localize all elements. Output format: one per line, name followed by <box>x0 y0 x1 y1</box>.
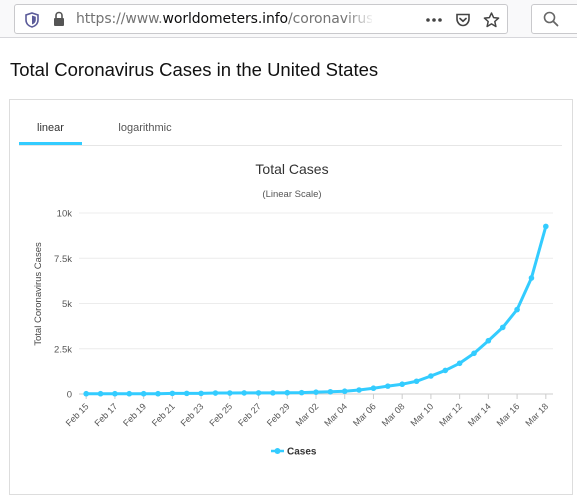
data-point[interactable] <box>183 390 190 397</box>
page-title: Total Coronavirus Cases in the United St… <box>10 59 379 80</box>
bookmark-star-icon[interactable] <box>480 10 502 30</box>
page-actions-icon[interactable] <box>423 10 445 30</box>
y-axis-ticks: 0 2.5k 5k 7.5k 10k <box>54 209 72 401</box>
active-tab-indicator <box>19 142 82 145</box>
data-point[interactable] <box>543 223 549 230</box>
data-point[interactable] <box>327 388 334 395</box>
y-tick-label: 5k <box>62 299 72 310</box>
x-tick-label: Feb 15 <box>64 401 91 428</box>
data-point[interactable] <box>212 390 219 396</box>
y-axis-label: Total Coronavirus Cases <box>33 242 44 346</box>
data-point[interactable] <box>270 390 276 396</box>
series-points <box>83 223 549 397</box>
legend-marker <box>274 448 281 454</box>
x-tick-label: Mar 06 <box>351 401 378 428</box>
url-text[interactable]: https://www.worldometers.info/coronaviru… <box>76 11 372 27</box>
search-box[interactable] <box>531 4 577 34</box>
data-point[interactable] <box>227 390 233 396</box>
tab-linear[interactable]: linear <box>37 122 64 134</box>
x-tick-label: Mar 18 <box>523 401 550 428</box>
search-icon <box>543 11 559 27</box>
x-tick-label: Mar 08 <box>380 401 407 428</box>
total-cases-chart: Total Cases (Linear Scale) Total Coronav… <box>33 161 553 458</box>
x-tick-label: Mar 02 <box>294 401 321 428</box>
chart-title: Total Cases <box>255 161 328 177</box>
tab-logarithmic[interactable]: logarithmic <box>118 122 172 134</box>
data-point[interactable] <box>126 390 133 397</box>
lock-icon[interactable] <box>53 11 65 32</box>
data-point[interactable] <box>83 390 89 397</box>
data-point[interactable] <box>341 388 348 395</box>
url-fade <box>345 8 375 30</box>
data-point[interactable] <box>284 389 291 396</box>
data-point[interactable] <box>155 390 161 397</box>
data-point[interactable] <box>97 390 104 397</box>
browser-toolbar: https://www.worldometers.info/coronaviru… <box>0 0 577 38</box>
data-point[interactable] <box>514 306 520 313</box>
x-tick-label: Feb 21 <box>150 401 177 428</box>
data-point[interactable] <box>370 385 377 392</box>
data-point[interactable] <box>471 350 477 357</box>
data-point[interactable] <box>241 390 247 396</box>
data-point[interactable] <box>198 390 204 397</box>
tracking-shield-icon[interactable] <box>25 12 39 33</box>
data-point[interactable] <box>428 373 434 379</box>
data-point[interactable] <box>456 360 463 367</box>
data-point[interactable] <box>385 383 391 389</box>
data-point[interactable] <box>356 387 362 393</box>
chart-panel: linear logarithmic Total Cases (Linear S… <box>9 99 573 495</box>
data-point[interactable] <box>399 381 405 388</box>
series-line-cases <box>84 224 548 396</box>
url-prefix: https://www. <box>76 11 163 27</box>
x-tick-label: Feb 29 <box>265 401 292 428</box>
grid <box>79 212 553 395</box>
x-tick-label: Feb 23 <box>179 401 206 428</box>
x-tick-label: Mar 12 <box>437 401 464 428</box>
url-host: worldometers.info <box>162 11 289 27</box>
y-tick-label: 7.5k <box>54 254 72 265</box>
x-tick-label: Feb 27 <box>236 401 263 428</box>
data-point[interactable] <box>313 389 319 395</box>
x-tick-label: Feb 25 <box>207 401 234 428</box>
data-point[interactable] <box>442 367 449 374</box>
y-tick-label: 0 <box>67 390 72 401</box>
data-point[interactable] <box>255 390 262 396</box>
data-point[interactable] <box>298 389 305 396</box>
x-tick-label: Mar 10 <box>408 401 435 428</box>
x-axis-ticks: Feb 15 Feb 17 Feb 19 Feb 21 Feb 23 Feb 25 Feb … <box>64 394 550 428</box>
x-tick-label: Feb 19 <box>121 401 148 428</box>
x-tick-label: Feb 17 <box>92 401 119 428</box>
data-point[interactable] <box>413 378 420 385</box>
data-point[interactable] <box>112 390 118 397</box>
pocket-icon[interactable] <box>452 10 474 30</box>
data-point[interactable] <box>485 337 492 344</box>
data-point[interactable] <box>528 275 535 281</box>
x-tick-label: Mar 04 <box>322 401 349 428</box>
x-tick-label: Mar 14 <box>466 401 493 428</box>
y-tick-label: 2.5k <box>54 344 72 355</box>
x-tick-label: Mar 16 <box>495 401 522 428</box>
chart-subtitle: (Linear Scale) <box>262 189 321 200</box>
address-bar[interactable]: https://www.worldometers.info/coronaviru… <box>14 4 508 34</box>
legend-label-cases[interactable]: Cases <box>287 447 317 458</box>
data-point[interactable] <box>140 390 147 397</box>
data-point[interactable] <box>499 324 506 331</box>
legend[interactable]: Cases <box>271 447 317 458</box>
chart-tabs: linear logarithmic <box>19 114 562 146</box>
y-tick-label: 10k <box>57 209 73 220</box>
data-point[interactable] <box>169 390 176 397</box>
